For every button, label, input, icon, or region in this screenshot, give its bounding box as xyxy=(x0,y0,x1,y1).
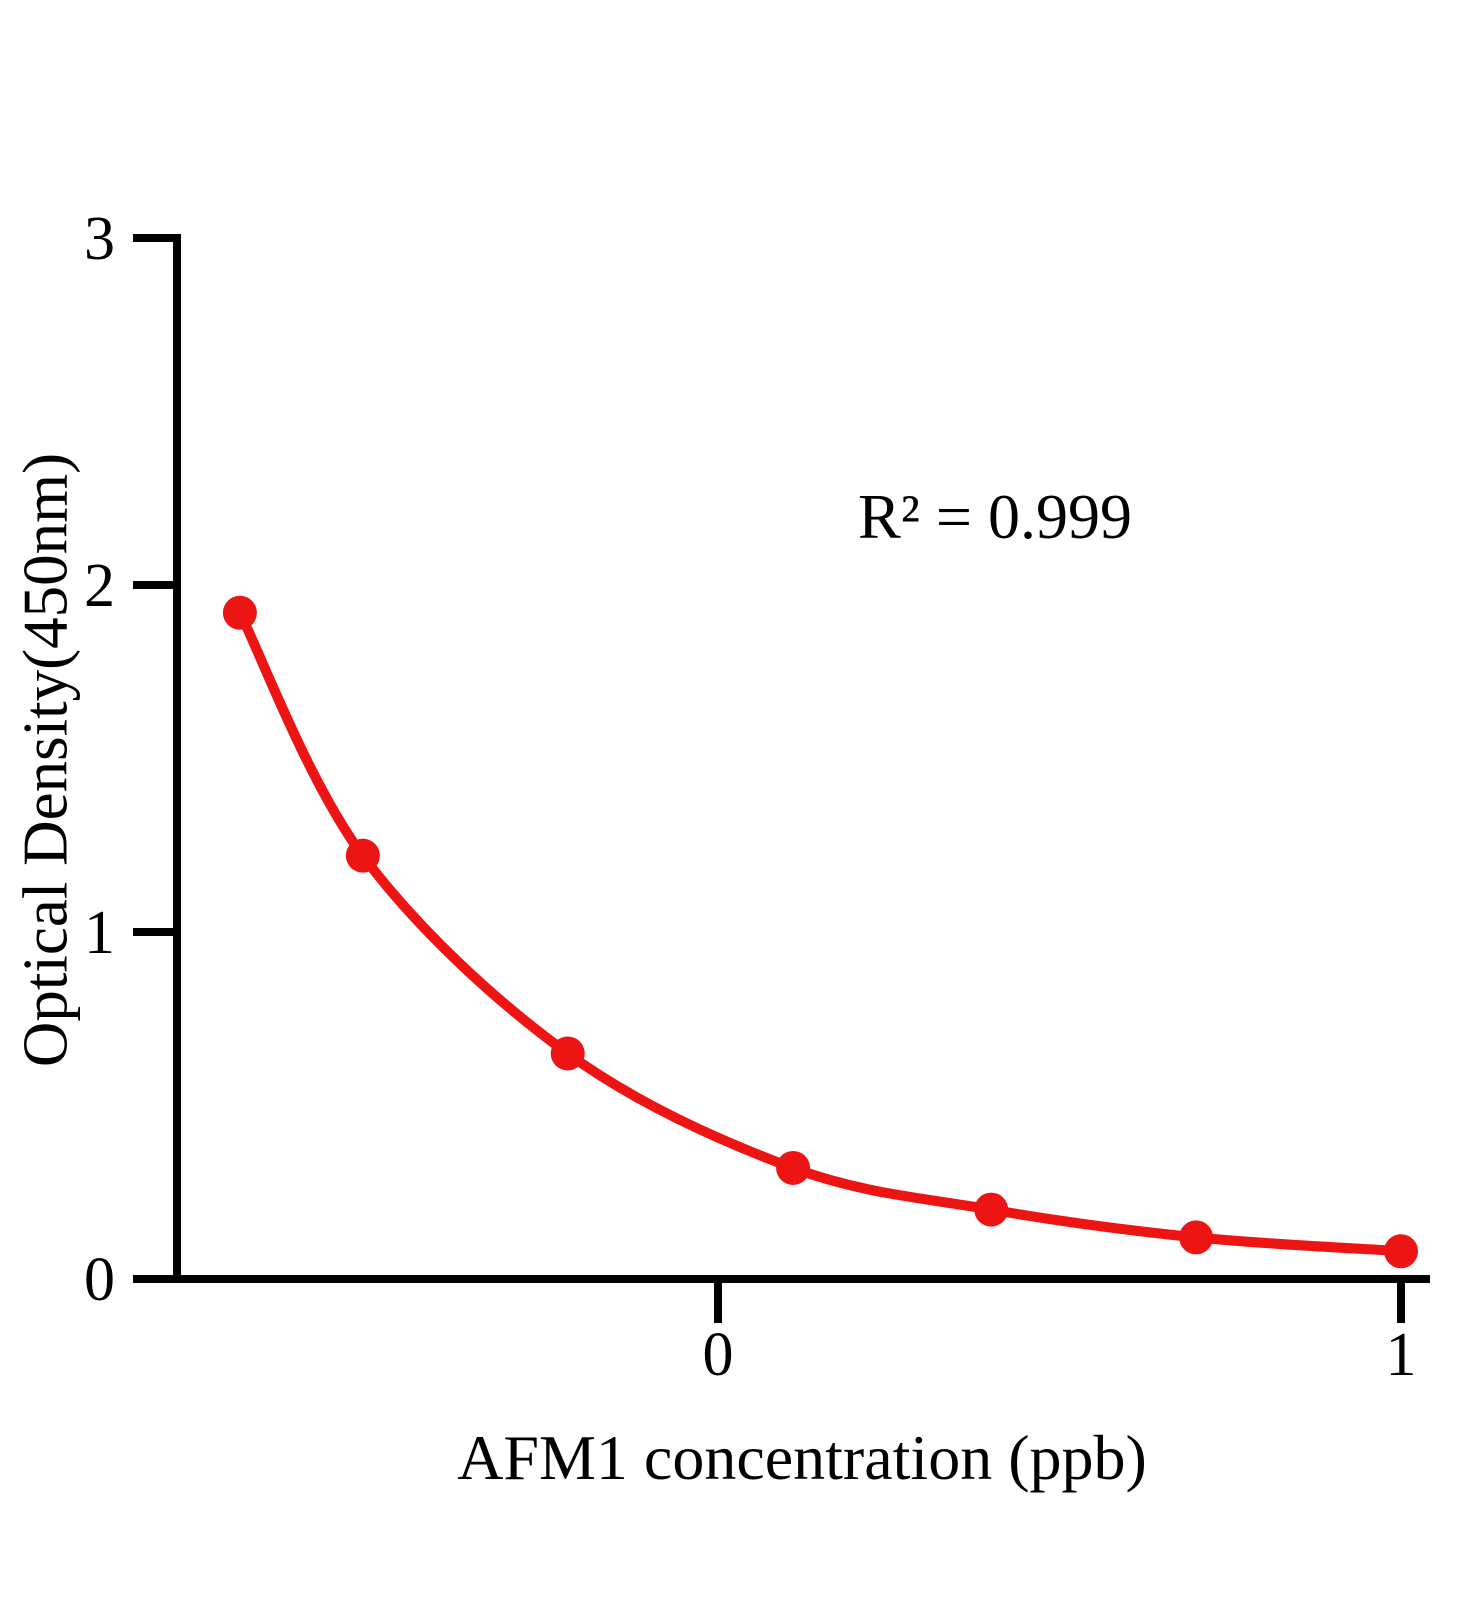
data-point-marker xyxy=(776,1150,811,1185)
data-point-marker xyxy=(550,1036,585,1071)
data-point-marker xyxy=(222,595,257,630)
x-tick-label: 1 xyxy=(1386,1321,1417,1389)
data-point-marker xyxy=(974,1192,1009,1227)
data-point-marker xyxy=(345,838,380,873)
data-point-marker xyxy=(1179,1220,1214,1255)
standard-curve-line xyxy=(234,607,1406,1257)
data-point-marker xyxy=(1384,1234,1418,1269)
y-tick-label: 3 xyxy=(84,205,115,273)
x-tick-label: 0 xyxy=(703,1321,734,1389)
y-tick-label: 1 xyxy=(84,899,115,967)
y-tick-label: 0 xyxy=(84,1246,115,1314)
x-axis-title: AFM1 concentration (ppb) xyxy=(457,1422,1147,1493)
y-axis-title: Optical Density(450nm) xyxy=(10,452,81,1068)
y-tick-label: 2 xyxy=(84,552,115,620)
r-squared-annotation: R² = 0.999 xyxy=(858,481,1132,552)
